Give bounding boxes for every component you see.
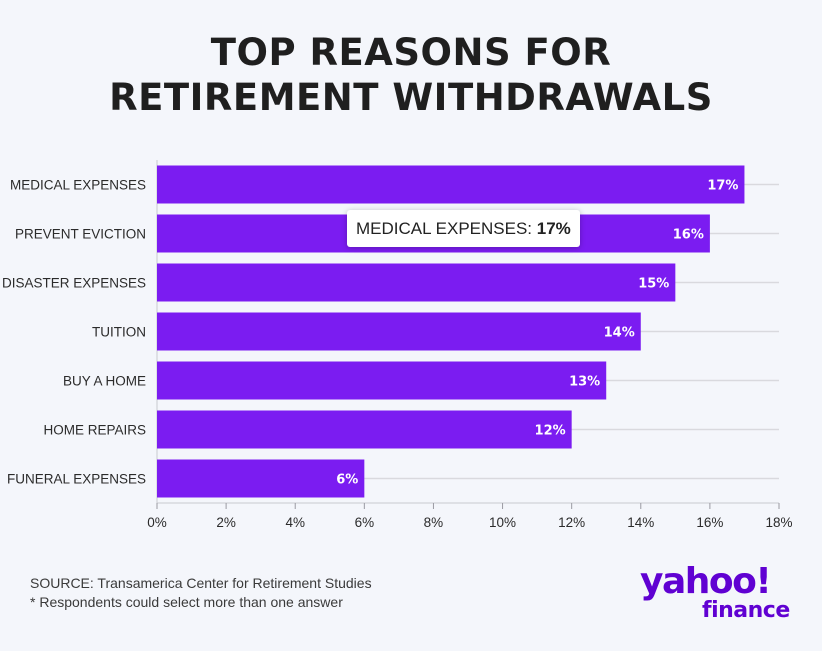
bar[interactable] [157, 263, 676, 302]
chart-title: TOP REASONS FOR RETIREMENT WITHDRAWALS [0, 30, 822, 120]
data-label: 12% [535, 424, 566, 439]
bars [157, 165, 745, 498]
labels: 0% 2% 4% 6% 8% 10% 12% 14% 16% 18% MEDICAL EXPENSE… [2, 178, 793, 531]
x-tick-label: 16% [696, 515, 723, 530]
x-tick-label: 8% [424, 515, 444, 530]
tooltip-value: 17% [536, 219, 571, 238]
x-tick-label: 0% [147, 515, 167, 530]
yahoo-finance-logo[interactable]: yahoo! finance [640, 562, 800, 626]
category-label: FUNERAL EXPENSES [7, 472, 146, 487]
data-label: 15% [638, 277, 669, 292]
data-label: 16% [673, 228, 704, 243]
category-label: BUY A HOME [63, 374, 146, 389]
bar[interactable] [157, 459, 365, 498]
data-label: 13% [569, 375, 600, 390]
bar[interactable] [157, 165, 745, 204]
tooltip-label: MEDICAL EXPENSES: [356, 219, 537, 238]
bar[interactable] [157, 312, 641, 351]
respondents-note: * Respondents could select more than one… [30, 594, 343, 610]
category-label: MEDICAL EXPENSES [10, 178, 146, 193]
chart-title-line-2: RETIREMENT WITHDRAWALS [109, 76, 713, 119]
x-tick-label: 6% [355, 515, 375, 530]
category-label: DISASTER EXPENSES [2, 276, 146, 291]
x-tick-label: 18% [765, 515, 792, 530]
bar[interactable] [157, 410, 572, 449]
data-label: 6% [336, 473, 358, 488]
data-label: 14% [604, 326, 635, 341]
data-label: 17% [707, 179, 738, 194]
x-tick-label: 14% [627, 515, 654, 530]
category-label: PREVENT EVICTION [15, 227, 146, 242]
chart-title-line-1: TOP REASONS FOR [210, 31, 612, 74]
x-tick-label: 10% [489, 515, 516, 530]
chart-footer: SOURCE: Transamerica Center for Retireme… [30, 574, 372, 612]
category-label: HOME REPAIRS [43, 423, 146, 438]
chart-tooltip: MEDICAL EXPENSES: 17% [347, 210, 580, 247]
source-note: SOURCE: Transamerica Center for Retireme… [30, 575, 372, 591]
x-tick-label: 12% [558, 515, 585, 530]
x-tick-label: 4% [285, 515, 305, 530]
x-tick-label: 2% [216, 515, 236, 530]
logo-word-finance: finance [702, 598, 790, 623]
logo-word-yahoo: yahoo! [640, 561, 772, 602]
bar[interactable] [157, 361, 607, 400]
category-label: TUITION [92, 325, 146, 340]
